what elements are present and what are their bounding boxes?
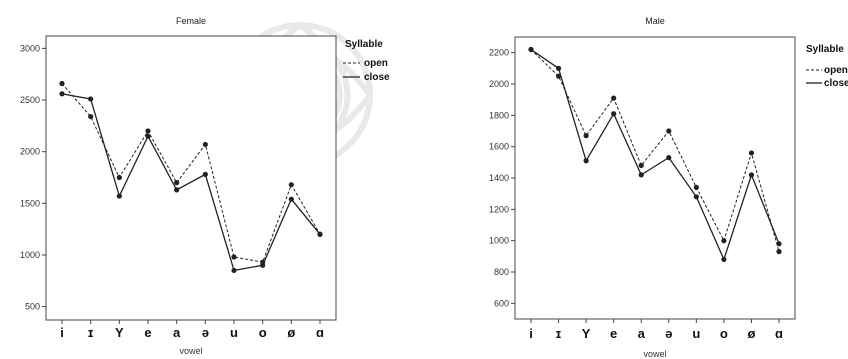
x-axis-label: vowel: [179, 346, 202, 356]
legend-title: Syllable: [345, 39, 383, 50]
data-point-close: [555, 65, 562, 71]
data-point-open: [638, 162, 644, 169]
data-point-open: [88, 113, 94, 120]
legend: Syllable open close: [806, 44, 848, 89]
series-line-close: [61, 93, 321, 272]
male-panel: Male 6008001000120014001600180020002200 …: [489, 16, 848, 359]
data-point-close: [288, 196, 294, 202]
legend-item-open: open: [364, 58, 388, 69]
x-tick-label: ɪ: [88, 325, 93, 340]
data-point-open: [555, 73, 562, 79]
plot-frame: [45, 35, 337, 321]
data-point-open: [611, 95, 617, 101]
data-point-open: [116, 174, 122, 181]
chart-title: Male: [645, 16, 665, 26]
data-point-close: [317, 231, 323, 237]
series-points: [528, 46, 782, 263]
data-point-close: [748, 172, 755, 178]
y-tick-label: 1200: [489, 204, 509, 214]
y-tick-label: 1600: [489, 142, 509, 152]
x-tick-label: e: [610, 326, 617, 341]
data-point-open: [288, 182, 294, 188]
x-axis-label: vowel: [643, 349, 666, 359]
y-tick-label: 800: [494, 267, 509, 277]
series-line-close: [530, 48, 780, 262]
y-tick-label: 2000: [489, 79, 509, 89]
x-tick-label: ɑ: [316, 325, 324, 340]
x-tick-label: i: [529, 326, 533, 341]
y-tick-label: 600: [494, 298, 509, 308]
y-tick-label: 2000: [20, 147, 40, 157]
data-point-open: [776, 249, 782, 255]
data-point-open: [693, 184, 699, 190]
data-point-close: [116, 193, 122, 199]
series-lines: [61, 83, 321, 272]
x-tick-label: ø: [287, 325, 295, 340]
y-tick-label: 1500: [20, 198, 40, 208]
data-point-close: [638, 172, 644, 178]
data-point-open: [583, 133, 589, 139]
series-line-open: [530, 49, 780, 252]
y-tick-label: 1400: [489, 173, 509, 183]
y-tick-label: 3000: [20, 43, 40, 53]
data-point-open: [174, 180, 180, 186]
x-tick-label: u: [230, 325, 238, 340]
y-tick-label: 1000: [489, 236, 509, 246]
data-point-open: [666, 128, 672, 134]
x-tick-label: ɑ: [775, 326, 783, 341]
x-tick-label: a: [638, 326, 646, 341]
x-tick-label: Y: [115, 325, 124, 340]
data-point-close: [611, 111, 617, 117]
x-tick-label: o: [720, 326, 728, 341]
x-tick-label: Y: [582, 326, 591, 341]
x-tick-label: a: [173, 325, 181, 340]
y-tick-label: 1800: [489, 110, 509, 120]
legend: Syllable open close: [343, 39, 390, 83]
data-point-close: [583, 158, 589, 164]
data-point-close: [528, 46, 534, 53]
x-tick-label: ø: [747, 326, 755, 341]
y-tick-label: 1000: [20, 250, 40, 260]
data-point-close: [260, 262, 266, 268]
x-tick-label: ə: [665, 326, 672, 341]
x-tick-label: e: [144, 325, 151, 340]
data-point-open: [202, 141, 208, 148]
data-point-close: [666, 155, 672, 161]
data-point-close: [776, 241, 782, 247]
y-axis: 500 1000 1500 2000 2500 3000: [20, 43, 46, 312]
data-point-open: [748, 150, 755, 156]
data-point-close: [174, 187, 180, 193]
legend-item-close: close: [364, 72, 390, 83]
data-point-close: [202, 171, 208, 177]
x-tick-label: o: [259, 325, 267, 340]
y-tick-label: 2200: [489, 48, 509, 58]
series-lines: [530, 48, 780, 262]
data-point-close: [721, 256, 727, 263]
x-tick-label: i: [60, 325, 64, 340]
chart-title: Female: [176, 16, 206, 26]
data-point-open: [721, 238, 727, 244]
data-point-close: [88, 96, 94, 102]
x-tick-label: ə: [202, 325, 209, 340]
x-tick-label: u: [692, 326, 700, 341]
y-axis: 600 800 1000 1200 1400 1600 1800 2000 2200: [489, 48, 515, 308]
data-point-close: [145, 133, 151, 139]
data-point-open: [231, 254, 237, 260]
data-point-open: [145, 128, 151, 134]
y-tick-label: 2500: [20, 95, 40, 105]
y-tick-label: 500: [25, 302, 40, 312]
legend-item-open: open: [824, 65, 848, 76]
data-point-close: [693, 194, 699, 200]
data-point-open: [59, 80, 65, 87]
x-tick-label: ɪ: [556, 326, 561, 341]
data-point-close: [231, 267, 237, 274]
series-points: [59, 80, 323, 274]
data-point-close: [59, 91, 65, 97]
legend-item-close: close: [824, 78, 848, 89]
legend-title: Syllable: [806, 44, 844, 55]
